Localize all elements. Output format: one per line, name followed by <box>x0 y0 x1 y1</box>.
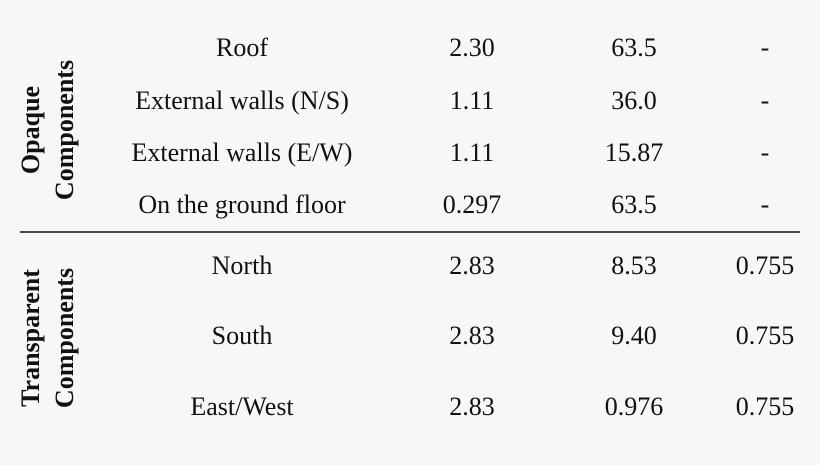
cell: 15.87 <box>605 138 664 167</box>
row-label: Roof <box>216 33 268 62</box>
cell: 0.755 <box>736 392 795 421</box>
cell: 2.83 <box>449 392 495 421</box>
cell: - <box>761 190 770 219</box>
cell: 0.755 <box>736 321 795 350</box>
cell: 63.5 <box>611 33 657 62</box>
cell: 63.5 <box>611 190 657 219</box>
group-label: Components <box>50 60 79 200</box>
cell: 1.11 <box>450 138 495 167</box>
cell: 36.0 <box>611 86 657 115</box>
group-label: Components <box>50 268 79 408</box>
cell: 1.11 <box>450 86 495 115</box>
group-label: Opaque <box>16 86 45 174</box>
cell: 2.83 <box>449 251 495 280</box>
row-label: East/West <box>190 392 294 421</box>
row-label: On the ground floor <box>138 190 346 219</box>
cell: 9.40 <box>611 321 657 350</box>
cell: 0.755 <box>736 251 795 280</box>
cell: 8.53 <box>611 251 657 280</box>
cell: 0.976 <box>605 392 664 421</box>
cell: - <box>761 86 770 115</box>
cell: 2.83 <box>449 321 495 350</box>
cell: 0.297 <box>443 190 502 219</box>
cell: 2.30 <box>449 33 495 62</box>
row-label: External walls (N/S) <box>135 86 349 115</box>
group-label: Transparent <box>16 269 45 407</box>
row-label: South <box>212 321 273 350</box>
cell: - <box>761 138 770 167</box>
row-label: North <box>212 251 273 280</box>
cell: - <box>761 33 770 62</box>
row-label: External walls (E/W) <box>132 138 353 167</box>
